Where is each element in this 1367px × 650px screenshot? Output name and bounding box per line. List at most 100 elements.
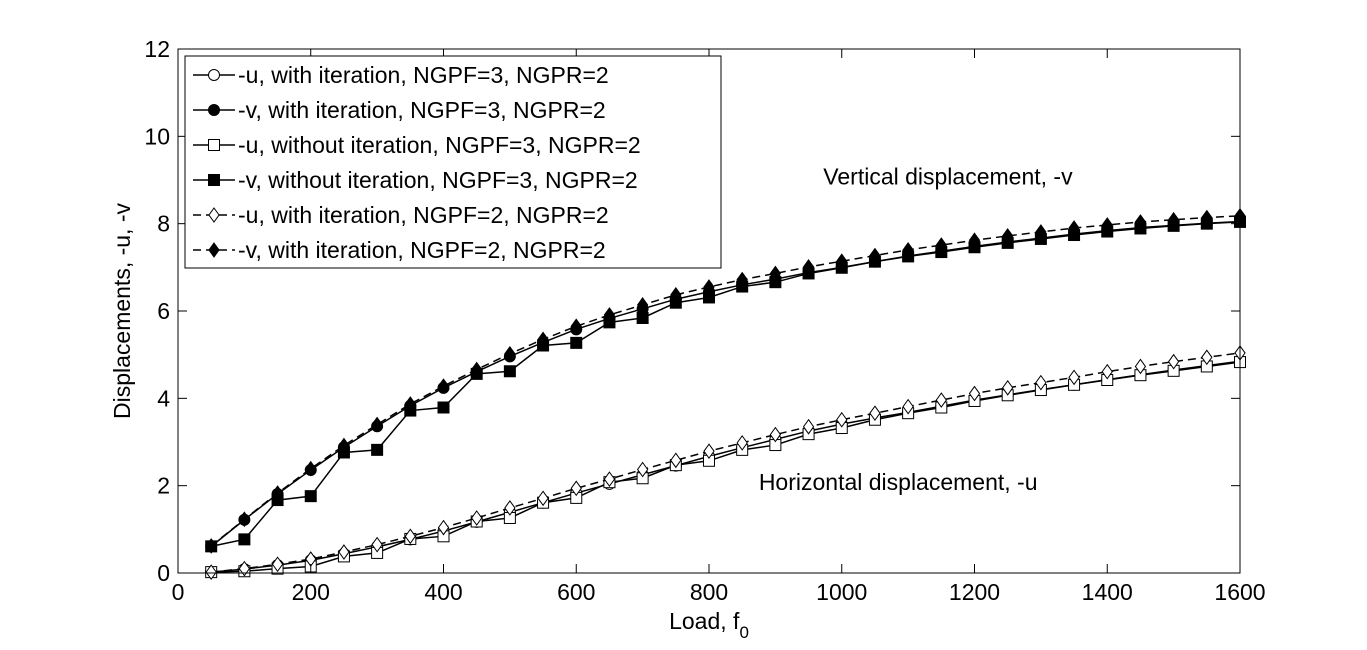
data-point — [271, 485, 284, 501]
data-point — [471, 361, 483, 378]
data-point — [636, 297, 649, 313]
x-tick-label: 400 — [424, 579, 462, 605]
data-point — [869, 247, 881, 264]
data-point — [437, 378, 450, 394]
legend-marker — [208, 104, 220, 116]
data-point — [670, 286, 682, 303]
data-point — [570, 336, 583, 349]
data-point — [205, 564, 217, 580]
legend-label: -v, with iteration, NGPF=3, NGPR=2 — [238, 97, 606, 123]
data-point — [404, 396, 416, 412]
data-point — [504, 500, 516, 516]
y-tick-label: 6 — [157, 298, 170, 324]
data-point — [238, 533, 251, 546]
data-point — [504, 345, 516, 362]
y-tick-label: 4 — [157, 385, 170, 411]
legend-marker — [208, 207, 220, 223]
legend-label: -u, with iteration, NGPF=2, NGPR=2 — [238, 202, 609, 228]
data-point — [537, 331, 549, 348]
legend-item: -v, with iteration, NGPF=3, NGPR=2 — [193, 97, 606, 123]
data-point — [1068, 220, 1080, 236]
data-point — [503, 365, 516, 378]
data-point — [1201, 349, 1213, 366]
data-point — [1201, 209, 1213, 226]
legend-label: -u, with iteration, NGPF=3, NGPR=2 — [238, 62, 609, 88]
legend-item: -v, without iteration, NGPF=3, NGPR=2 — [193, 167, 638, 193]
data-point — [802, 418, 815, 435]
data-point — [1101, 217, 1113, 233]
data-point — [968, 232, 981, 249]
data-point — [570, 480, 582, 497]
data-point — [636, 461, 649, 478]
y-tick-label: 0 — [157, 560, 170, 586]
legend-marker — [208, 174, 220, 186]
x-tick-label: 200 — [292, 579, 330, 605]
data-point — [1035, 374, 1047, 391]
data-point — [736, 435, 748, 451]
data-point — [703, 443, 715, 460]
data-point — [636, 311, 649, 324]
x-tick-label: 1400 — [1082, 579, 1133, 605]
data-point — [703, 279, 715, 295]
series-line — [210, 215, 1241, 547]
data-point — [1035, 224, 1047, 240]
y-tick-label: 8 — [157, 211, 170, 237]
legend-item: -u, with iteration, NGPF=3, NGPR=2 — [193, 62, 609, 88]
data-point — [1134, 358, 1147, 375]
data-point — [836, 253, 848, 270]
data-point — [437, 519, 450, 536]
data-point — [537, 490, 549, 507]
x-tick-label: 0 — [172, 579, 185, 605]
legend-label: -u, without iteration, NGPF=3, NGPR=2 — [238, 132, 641, 158]
series-line — [211, 352, 1241, 573]
data-point — [603, 471, 616, 487]
data-point — [338, 544, 350, 560]
data-point — [769, 426, 782, 443]
data-point — [1002, 379, 1014, 396]
data-point — [1101, 363, 1113, 380]
legend-marker — [208, 242, 220, 258]
data-point — [1134, 214, 1147, 230]
x-tick-label: 1000 — [816, 579, 867, 605]
data-point — [769, 265, 782, 282]
data-point — [305, 460, 317, 477]
x-axis-label: Load, f0 — [669, 608, 749, 642]
data-point — [271, 556, 284, 573]
legend-label: -v, without iteration, NGPF=3, NGPR=2 — [238, 167, 638, 193]
legend-marker — [208, 139, 220, 151]
data-point — [736, 271, 748, 288]
data-point — [1167, 353, 1180, 370]
annotation-horizontal-displacement: Horizontal displacement, -u — [759, 469, 1038, 495]
y-tick-label: 2 — [157, 473, 170, 499]
data-point — [603, 307, 616, 323]
y-axis-label: Displacements, -u, -v — [109, 203, 135, 420]
annotation-vertical-displacement: Vertical displacement, -v — [823, 163, 1073, 189]
x-tick-label: 1600 — [1214, 579, 1265, 605]
data-point — [371, 416, 383, 433]
legend-item: -u, without iteration, NGPF=3, NGPR=2 — [193, 132, 641, 158]
data-point — [935, 392, 947, 408]
data-point — [205, 538, 217, 554]
y-tick-label: 12 — [144, 36, 170, 62]
legend-item: -v, with iteration, NGPF=2, NGPR=2 — [193, 237, 606, 263]
series-5 — [205, 345, 1246, 580]
data-point — [471, 510, 483, 526]
data-point — [1002, 228, 1014, 244]
data-point — [238, 560, 251, 577]
x-tick-label: 1200 — [949, 579, 1000, 605]
data-point — [371, 443, 384, 456]
data-point — [238, 511, 251, 528]
x-tick-label: 600 — [557, 579, 595, 605]
legend-label: -v, with iteration, NGPF=2, NGPR=2 — [238, 237, 606, 263]
series-layer — [205, 207, 1246, 580]
data-point — [935, 237, 947, 253]
data-point — [338, 437, 350, 454]
legend-box — [184, 55, 722, 269]
y-tick-label: 10 — [144, 123, 170, 149]
data-point — [1068, 369, 1080, 386]
data-point — [836, 411, 848, 428]
x-tick-label: 800 — [690, 579, 728, 605]
legend-item: -u, with iteration, NGPF=2, NGPR=2 — [193, 202, 609, 228]
series-6 — [205, 207, 1246, 554]
